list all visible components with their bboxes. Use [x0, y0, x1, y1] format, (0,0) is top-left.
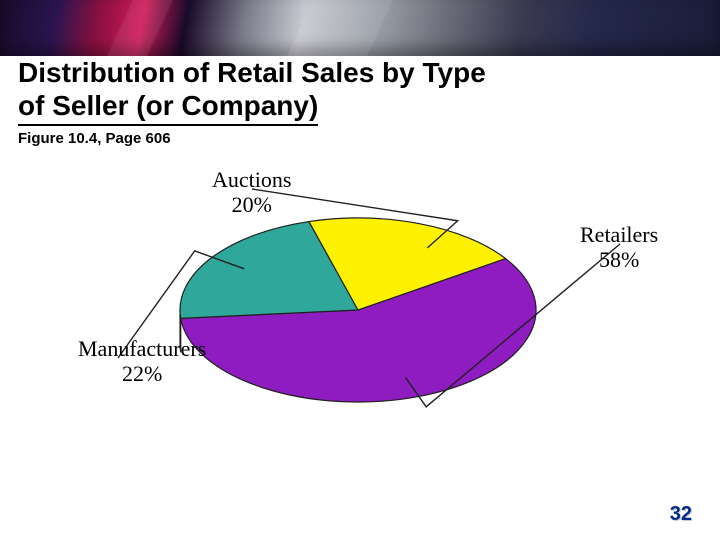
slide-title: Distribution of Retail Sales by Type of … — [18, 56, 486, 126]
slice-label-pct: 20% — [212, 192, 291, 217]
pie-svg — [0, 150, 720, 490]
slice-label-name: Manufacturers — [78, 336, 206, 361]
slice-label-name: Retailers — [580, 222, 658, 247]
slice-label-name: Auctions — [212, 167, 291, 192]
figure-reference: Figure 10.4, Page 606 — [18, 130, 171, 147]
page-number: 32 — [670, 503, 692, 526]
slice-label-pct: 22% — [78, 361, 206, 386]
slide-banner — [0, 0, 720, 56]
slice-label-pct: 58% — [580, 247, 658, 272]
pie-chart: Retailers58% Manufacturers22% Auctions20% — [0, 150, 720, 490]
slice-label: Manufacturers22% — [78, 336, 206, 387]
slice-label: Auctions20% — [212, 167, 291, 218]
slice-label: Retailers58% — [580, 222, 658, 273]
title-line-2: of Seller (or Company) — [18, 89, 318, 126]
title-line-1: Distribution of Retail Sales by Type — [18, 57, 486, 88]
